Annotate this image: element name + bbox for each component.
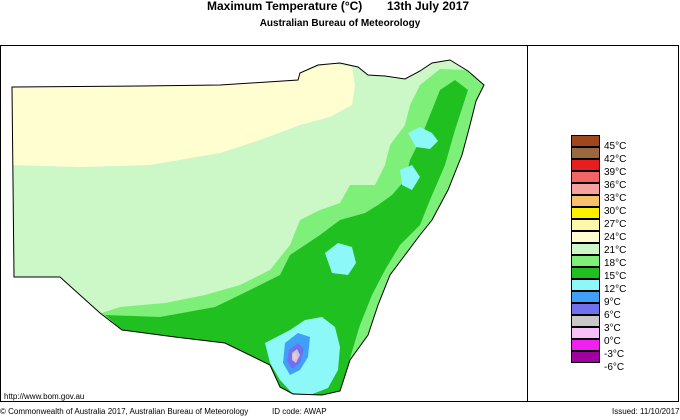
map-frame bbox=[0, 45, 679, 402]
legend-swatch-15 bbox=[571, 255, 600, 267]
title-text: Maximum Temperature (°C) bbox=[207, 0, 363, 13]
zone-9-12-north bbox=[408, 127, 438, 149]
legend-swatch-18 bbox=[571, 243, 600, 255]
legend-label: 36°C bbox=[604, 180, 627, 191]
legend-label: 42°C bbox=[604, 154, 627, 165]
source-url[interactable]: http://www.bom.gov.au bbox=[4, 392, 85, 401]
legend-swatch-30 bbox=[571, 195, 600, 207]
legend-swatch-minus3 bbox=[571, 327, 600, 339]
zone-12-15 bbox=[105, 80, 468, 395]
legend-label: 15°C bbox=[604, 271, 627, 282]
legend-label: 33°C bbox=[604, 193, 627, 204]
legend-swatch-21 bbox=[571, 231, 600, 243]
zone-9-12-central bbox=[400, 165, 420, 190]
legend-label: 45°C bbox=[604, 141, 627, 152]
legend-label: 6°C bbox=[604, 310, 621, 321]
copyright-text: © Commonwealth of Australia 2017, Austra… bbox=[0, 407, 249, 416]
legend-label: 39°C bbox=[604, 167, 627, 178]
footer: © Commonwealth of Australia 2017, Austra… bbox=[0, 405, 680, 420]
panel-divider bbox=[527, 45, 528, 402]
legend-swatch-0 bbox=[571, 315, 600, 327]
legend-swatch-39 bbox=[571, 159, 600, 171]
legend-swatch-45 bbox=[571, 135, 600, 147]
legend-swatch-6 bbox=[571, 291, 600, 303]
state-border bbox=[11, 59, 485, 396]
legend-swatch-27 bbox=[571, 207, 600, 219]
legend-label: 21°C bbox=[604, 245, 627, 256]
legend-label: -6°C bbox=[604, 362, 625, 373]
zone-minus3-0 bbox=[293, 353, 297, 360]
legend-label: 24°C bbox=[604, 232, 627, 243]
legend-label: -3°C bbox=[604, 349, 625, 360]
zone-21-24 bbox=[12, 63, 355, 167]
map-title: Maximum Temperature (°C) 13th July 2017 bbox=[0, 0, 680, 14]
temperature-map bbox=[11, 59, 485, 396]
zone-9-12-tablelands bbox=[325, 243, 356, 275]
legend-swatch-12 bbox=[571, 267, 600, 279]
legend-swatch-42 bbox=[571, 147, 600, 159]
id-code-text: ID code: AWAP bbox=[272, 407, 327, 416]
legend-swatch-below-minus6 bbox=[571, 351, 600, 363]
legend-label: 27°C bbox=[604, 219, 627, 230]
legend-label: 18°C bbox=[604, 258, 627, 269]
legend-label: 30°C bbox=[604, 206, 627, 217]
legend-label: 9°C bbox=[604, 297, 621, 308]
issued-date-text: Issued: 11/10/2017 bbox=[612, 407, 680, 416]
legend-swatch-9 bbox=[571, 279, 600, 291]
legend-label: 0°C bbox=[604, 336, 621, 347]
legend-swatch-24 bbox=[571, 219, 600, 231]
title-date: 13th July 2017 bbox=[387, 0, 470, 13]
legend-swatch-3 bbox=[571, 303, 600, 315]
legend-label: 3°C bbox=[604, 323, 621, 334]
legend-swatch-minus6 bbox=[571, 339, 600, 351]
map-subtitle: Australian Bureau of Meteorology bbox=[259, 18, 421, 29]
legend-swatch-36 bbox=[571, 171, 600, 183]
legend-label: 12°C bbox=[604, 284, 627, 295]
legend-swatch-33 bbox=[571, 183, 600, 195]
